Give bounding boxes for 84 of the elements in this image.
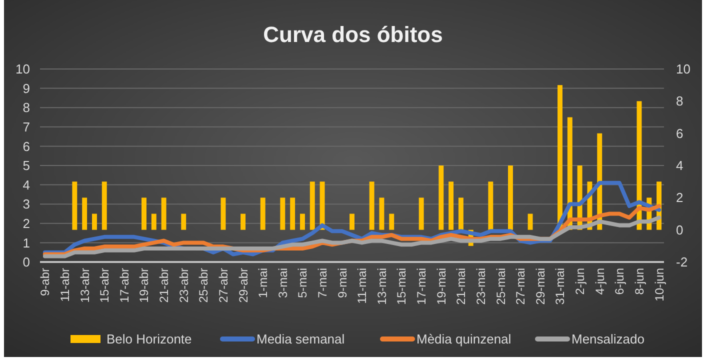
x-tick-label: 17-abr bbox=[117, 268, 132, 303]
y-tick-label: 0 bbox=[22, 254, 30, 270]
x-tick-label: 27-mai bbox=[514, 268, 528, 305]
bar bbox=[418, 198, 424, 230]
y2-tick-label: 10 bbox=[676, 62, 690, 77]
y-tick-label: 3 bbox=[22, 196, 30, 212]
bar bbox=[389, 214, 394, 230]
x-tick-label: 21-mai bbox=[454, 268, 468, 305]
bar bbox=[300, 214, 305, 230]
x-tick-label: 4-jun bbox=[592, 268, 607, 295]
bar bbox=[151, 214, 156, 230]
bar bbox=[310, 182, 315, 230]
y2-tick-label: 6 bbox=[676, 126, 684, 141]
x-tick-label: 9-abr bbox=[38, 268, 52, 296]
bar bbox=[260, 198, 266, 230]
bar bbox=[488, 182, 494, 230]
bar bbox=[102, 182, 107, 230]
y-tick-label: 7 bbox=[22, 119, 30, 134]
bar bbox=[558, 85, 562, 230]
x-tick-label: 6-jun bbox=[612, 268, 627, 295]
y-tick-label: 5 bbox=[22, 158, 30, 174]
legend-label: Mensalizado bbox=[572, 332, 644, 347]
bar bbox=[161, 198, 166, 230]
y2-tick-label: 8 bbox=[676, 94, 684, 109]
x-tick-label: 5-mai bbox=[296, 268, 310, 298]
bar bbox=[528, 214, 533, 230]
bar bbox=[350, 214, 354, 230]
bar bbox=[142, 198, 146, 230]
legend-label: Belo Horizonte bbox=[106, 332, 192, 347]
chart-title: Curva dos óbitos bbox=[263, 22, 443, 47]
y-tick-label: 2 bbox=[22, 216, 30, 231]
x-tick-label: 23-abr bbox=[176, 268, 191, 303]
x-tick-label: 8-jun bbox=[632, 268, 646, 295]
x-tick-label: 11-mai bbox=[355, 268, 370, 304]
x-tick-label: 19-mai bbox=[434, 268, 448, 305]
x-tick-label: 27-abr bbox=[216, 268, 230, 303]
x-tick-label: 21-abr bbox=[157, 268, 172, 303]
x-tick-label: 23-mai bbox=[474, 268, 488, 305]
x-tick-label: 3-mai bbox=[276, 268, 290, 298]
y-tick-label: 1 bbox=[22, 235, 30, 250]
x-tick-label: 7-mai bbox=[315, 268, 330, 298]
bar bbox=[181, 214, 186, 230]
bar bbox=[220, 198, 226, 230]
x-tick-label: 15-abr bbox=[98, 268, 112, 303]
y-tick-label: 6 bbox=[22, 138, 30, 154]
line-series bbox=[42, 216, 662, 258]
bar bbox=[72, 182, 78, 230]
y-tick-label: 4 bbox=[22, 177, 30, 192]
legend-label: Media semanal bbox=[256, 332, 345, 347]
y-tick-label: 8 bbox=[22, 100, 30, 116]
x-tick-label: 15-mai bbox=[394, 268, 409, 305]
x-tick-label: 31-mai bbox=[553, 268, 568, 305]
bar bbox=[290, 198, 296, 230]
bar bbox=[320, 182, 325, 230]
bar bbox=[240, 214, 246, 230]
y2-tick-label: -2 bbox=[676, 254, 688, 270]
bar bbox=[438, 166, 444, 230]
x-tick-label: 11-abr bbox=[58, 268, 72, 302]
y2-tick-label: 2 bbox=[676, 190, 684, 206]
x-tick-label: 9-mai bbox=[335, 268, 350, 298]
x-tick-label: 1-mai bbox=[256, 268, 270, 298]
x-tick-label: 25-abr bbox=[196, 268, 211, 303]
y-tick-label: 9 bbox=[22, 80, 30, 96]
bar bbox=[508, 166, 513, 230]
x-tick-label: 13-mai bbox=[374, 268, 389, 305]
bar bbox=[280, 198, 286, 230]
bar bbox=[379, 198, 384, 230]
x-tick-label: 2-jun bbox=[573, 268, 588, 295]
x-tick-label: 29-abr bbox=[236, 268, 250, 303]
x-tick-label: 10-jun bbox=[652, 268, 666, 302]
x-tick-label: 17-mai bbox=[414, 268, 429, 305]
x-tick-label: 13-abr bbox=[78, 268, 92, 303]
bar bbox=[369, 182, 374, 230]
y2-tick-label: 4 bbox=[676, 158, 684, 174]
bar bbox=[458, 198, 464, 230]
x-tick-label: 19-abr bbox=[137, 268, 152, 303]
bar bbox=[82, 198, 88, 230]
bar bbox=[92, 214, 97, 230]
x-tick-label: 25-mai bbox=[494, 268, 508, 305]
legend-label: Mèdia quinzenal bbox=[416, 332, 512, 347]
bar bbox=[448, 182, 454, 230]
x-tick-label: 29-mai bbox=[533, 268, 548, 305]
y-tick-label: 10 bbox=[16, 62, 30, 77]
y2-tick-label: 0 bbox=[676, 222, 684, 238]
